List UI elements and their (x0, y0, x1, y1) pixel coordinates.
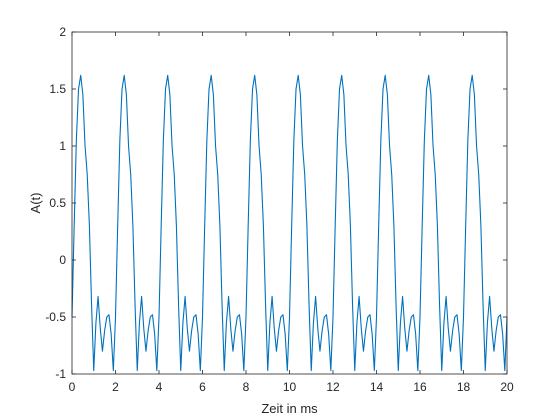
x-tick-label: 18 (457, 380, 471, 394)
y-tick-label: 1 (59, 139, 66, 153)
x-tick-label: 16 (413, 380, 427, 394)
x-tick-label: 2 (112, 380, 119, 394)
x-tick-label: 6 (199, 380, 206, 394)
x-tick-label: 4 (156, 380, 163, 394)
x-tick-label: 14 (370, 380, 384, 394)
y-tick-label: -0.5 (45, 310, 66, 324)
x-axis-label: Zeit in ms (261, 401, 318, 416)
x-tick-label: 8 (243, 380, 250, 394)
series-line-0 (71, 74, 508, 372)
tick-layer: 0 2 4 6 8 10 12 14 16 18 20 -1 -0.5 0 0.5 1 1.5 2 (45, 25, 514, 394)
y-tick-label: 1.5 (49, 82, 66, 96)
x-tick-label: 12 (326, 380, 340, 394)
x-tick-label: 20 (500, 380, 514, 394)
series-layer (71, 74, 508, 372)
y-tick-label: 0.5 (49, 196, 66, 210)
y-tick-label: 2 (59, 25, 66, 39)
y-axis-label: A(t) (28, 193, 43, 214)
y-tick-label: -1 (55, 367, 66, 381)
x-tick-label: 0 (69, 380, 76, 394)
x-tick-label: 10 (283, 380, 297, 394)
y-tick-label: 0 (59, 253, 66, 267)
